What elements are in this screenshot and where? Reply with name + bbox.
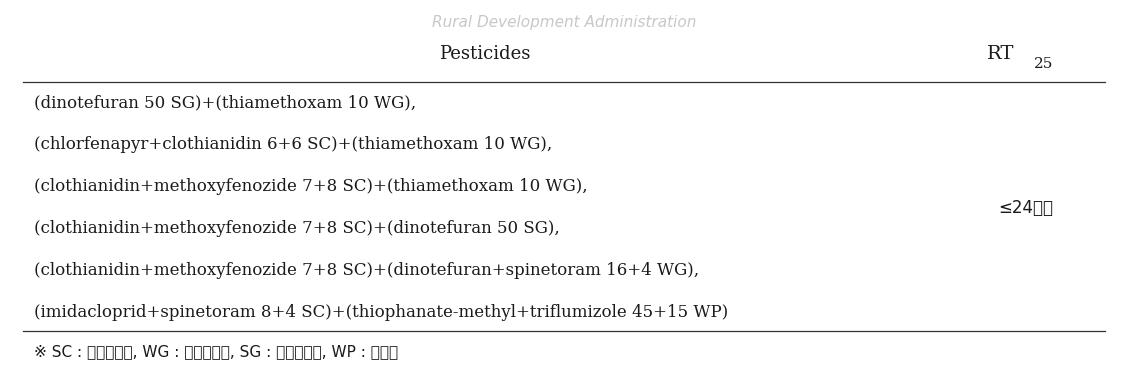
Text: (clothianidin+methoxyfenozide 7+8 SC)+(thiamethoxam 10 WG),: (clothianidin+methoxyfenozide 7+8 SC)+(t… [34, 178, 588, 195]
Text: (dinotefuran 50 SG)+(thiamethoxam 10 WG),: (dinotefuran 50 SG)+(thiamethoxam 10 WG)… [34, 94, 416, 111]
Text: (clothianidin+methoxyfenozide 7+8 SC)+(dinotefuran 50 SG),: (clothianidin+methoxyfenozide 7+8 SC)+(d… [34, 220, 559, 237]
Text: ※ SC : 액상수화제, WG : 입상수화제, SG : 입상수용제, WP : 수화제: ※ SC : 액상수화제, WG : 입상수화제, SG : 입상수용제, WP… [34, 344, 398, 359]
Text: (chlorfenapyr+clothianidin 6+6 SC)+(thiamethoxam 10 WG),: (chlorfenapyr+clothianidin 6+6 SC)+(thia… [34, 136, 552, 153]
Text: (clothianidin+methoxyfenozide 7+8 SC)+(dinotefuran+spinetoram 16+4 WG),: (clothianidin+methoxyfenozide 7+8 SC)+(d… [34, 262, 699, 279]
Text: Pesticides: Pesticides [439, 45, 531, 63]
Text: RT: RT [987, 45, 1014, 63]
Text: 25: 25 [1034, 56, 1054, 71]
Text: ≤24시간: ≤24시간 [998, 199, 1054, 217]
Text: Rural Development Administration: Rural Development Administration [432, 15, 696, 30]
Text: (imidacloprid+spinetoram 8+4 SC)+(thiophanate-methyl+triflumizole 45+15 WP): (imidacloprid+spinetoram 8+4 SC)+(thioph… [34, 304, 728, 321]
